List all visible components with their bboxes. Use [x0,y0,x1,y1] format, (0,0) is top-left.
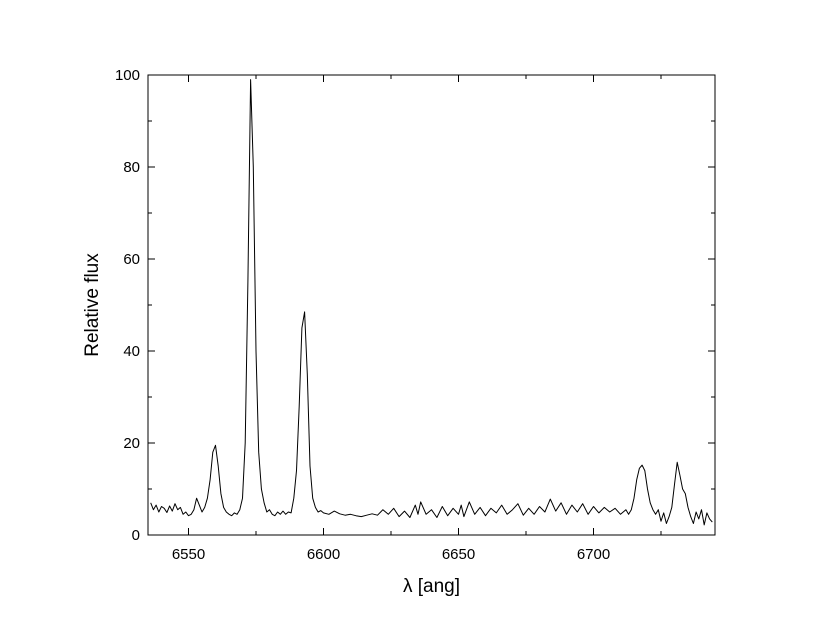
plot-frame [147,74,716,536]
y-tick-label: 100 [115,67,140,84]
x-axis-title: λ [ang] [403,576,460,597]
plot-area [147,74,716,536]
spectrum-line [150,79,713,526]
y-tick-label: 0 [132,527,140,544]
x-axis-ticks: 6550 6600 6650 6700 [172,75,662,563]
x-tick-label: 6700 [577,546,610,563]
x-tick-label: 6600 [307,546,340,563]
y-tick-label: 40 [123,343,140,360]
y-tick-label: 60 [123,251,140,268]
y-tick-label: 20 [123,435,140,452]
x-tick-label: 6550 [172,546,205,563]
x-tick-label: 6650 [442,546,475,563]
y-tick-label: 80 [123,159,140,176]
y-axis-ticks: 0 20 40 60 80 100 [115,67,715,544]
y-axis-title: Relative flux [82,253,103,357]
